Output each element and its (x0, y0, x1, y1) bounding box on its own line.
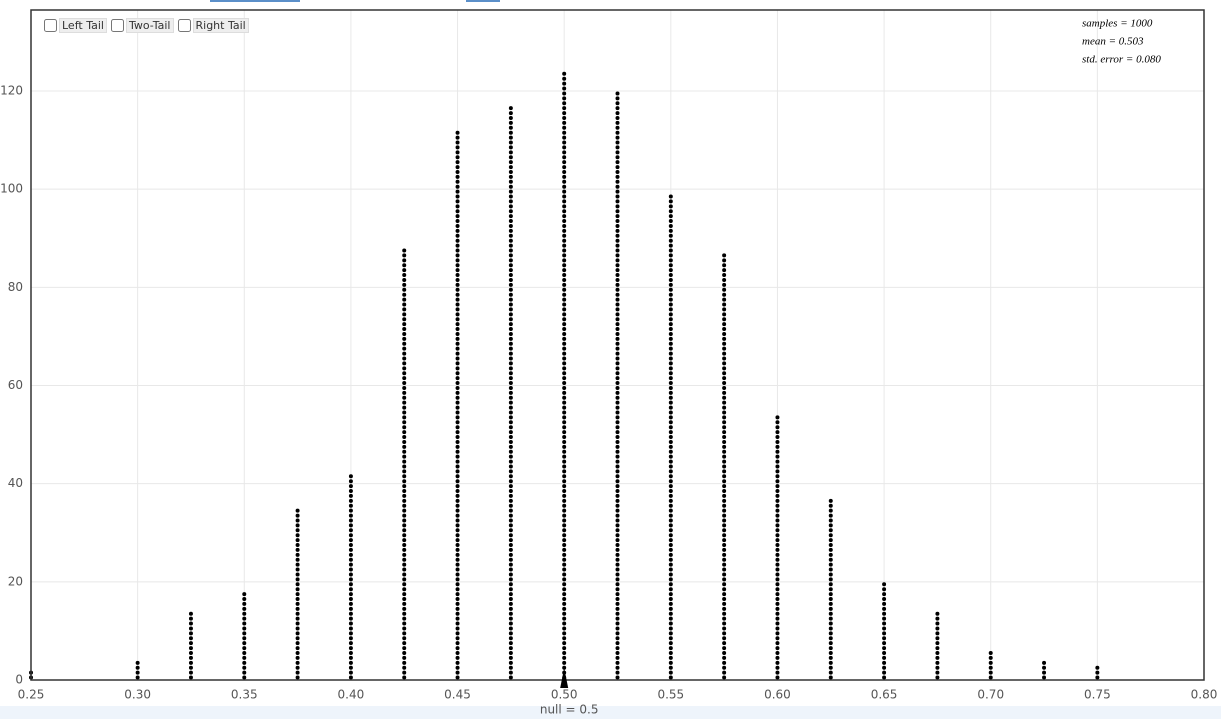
top-button-edge (466, 0, 500, 2)
y-tick-label: 100 (0, 182, 23, 196)
dot-column (508, 106, 513, 680)
y-tick-label: 80 (8, 280, 23, 294)
y-tick-label: 40 (8, 476, 23, 490)
y-tick-label: 120 (0, 83, 23, 97)
x-tick-label: 0.40 (338, 688, 365, 702)
x-tick-label: 0.65 (871, 688, 898, 702)
plot-frame (30, 9, 1205, 681)
tail-option[interactable]: Two-Tail (110, 18, 174, 33)
dot-column (722, 253, 727, 680)
x-tick-label: 0.45 (444, 688, 471, 702)
tail-option[interactable]: Right Tail (177, 18, 249, 33)
y-tick-label: 20 (8, 574, 23, 588)
null-marker (560, 668, 569, 688)
dot-column (402, 248, 407, 680)
x-tick-label: 0.30 (124, 688, 151, 702)
tail-label[interactable]: Left Tail (59, 18, 107, 33)
dot-column (29, 670, 33, 680)
dot-column (242, 592, 247, 680)
tail-checkbox[interactable] (110, 19, 124, 32)
x-tick-label: 0.25 (18, 688, 45, 702)
stat-text: samples = 1000 (1082, 18, 1153, 30)
x-tick-label: 0.80 (1191, 688, 1218, 702)
x-tick-label: 0.50 (551, 688, 578, 702)
top-button-edge (210, 0, 300, 2)
dot-column (135, 660, 140, 680)
tail-label[interactable]: Right Tail (192, 18, 249, 33)
dot-column (668, 194, 673, 680)
footer-strip (0, 706, 1221, 719)
dot-column (828, 498, 833, 680)
dot-column (988, 651, 993, 680)
tail-option[interactable]: Left Tail (44, 18, 107, 33)
plot: 0 20 40 60 80 100 120 0.25 0.30 0.35 0.40 0.45 0.50 0… (0, 10, 1217, 702)
dot-column (775, 415, 780, 680)
x-tick-label: 0.55 (657, 688, 684, 702)
tail-label[interactable]: Two-Tail (125, 18, 174, 33)
dot-column (348, 474, 353, 680)
dot-column (562, 71, 567, 680)
dot-column (295, 508, 300, 680)
y-tick-label: 0 (15, 673, 23, 687)
stat-text: std. error = 0.080 (1082, 54, 1161, 66)
tail-controls: Left Tail Two-Tail Right Tail (44, 18, 249, 33)
x-tick-label: 0.70 (977, 688, 1004, 702)
dot-column (1042, 660, 1047, 680)
tail-checkbox[interactable] (44, 19, 57, 32)
dot-column (455, 130, 460, 680)
stat-text: mean = 0.503 (1082, 36, 1144, 48)
tail-checkbox[interactable] (177, 19, 191, 32)
dot-column (188, 611, 193, 680)
dot-column (1095, 665, 1100, 680)
x-tick-label: 0.35 (231, 688, 258, 702)
x-tick-label: 0.75 (1084, 688, 1111, 702)
dot-column (935, 611, 940, 680)
null-label: null = 0.5 (540, 703, 599, 717)
y-tick-label: 60 (8, 378, 23, 392)
x-tick-label: 0.60 (764, 688, 791, 702)
